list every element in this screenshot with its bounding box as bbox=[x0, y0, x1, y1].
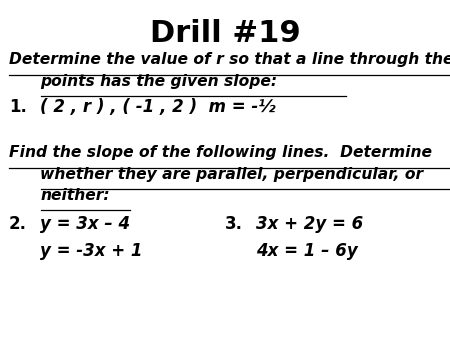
Text: points has the given slope:: points has the given slope: bbox=[40, 74, 278, 89]
Text: 1.: 1. bbox=[9, 98, 27, 116]
Text: 3.: 3. bbox=[225, 215, 243, 233]
Text: Find the slope of the following lines.  Determine: Find the slope of the following lines. D… bbox=[9, 145, 432, 160]
Text: neither:: neither: bbox=[40, 188, 110, 203]
Text: y = -3x + 1: y = -3x + 1 bbox=[40, 242, 143, 260]
Text: 2.: 2. bbox=[9, 215, 27, 233]
Text: 3x + 2y = 6: 3x + 2y = 6 bbox=[256, 215, 364, 233]
Text: Determine the value of r so that a line through the: Determine the value of r so that a line … bbox=[9, 52, 450, 67]
Text: ( 2 , r ) , ( -1 , 2 )  m = -½: ( 2 , r ) , ( -1 , 2 ) m = -½ bbox=[40, 98, 276, 116]
Text: whether they are parallel, perpendicular, or: whether they are parallel, perpendicular… bbox=[40, 167, 423, 182]
Text: 4x = 1 – 6y: 4x = 1 – 6y bbox=[256, 242, 358, 260]
Text: Drill #19: Drill #19 bbox=[149, 19, 301, 48]
Text: y = 3x – 4: y = 3x – 4 bbox=[40, 215, 130, 233]
